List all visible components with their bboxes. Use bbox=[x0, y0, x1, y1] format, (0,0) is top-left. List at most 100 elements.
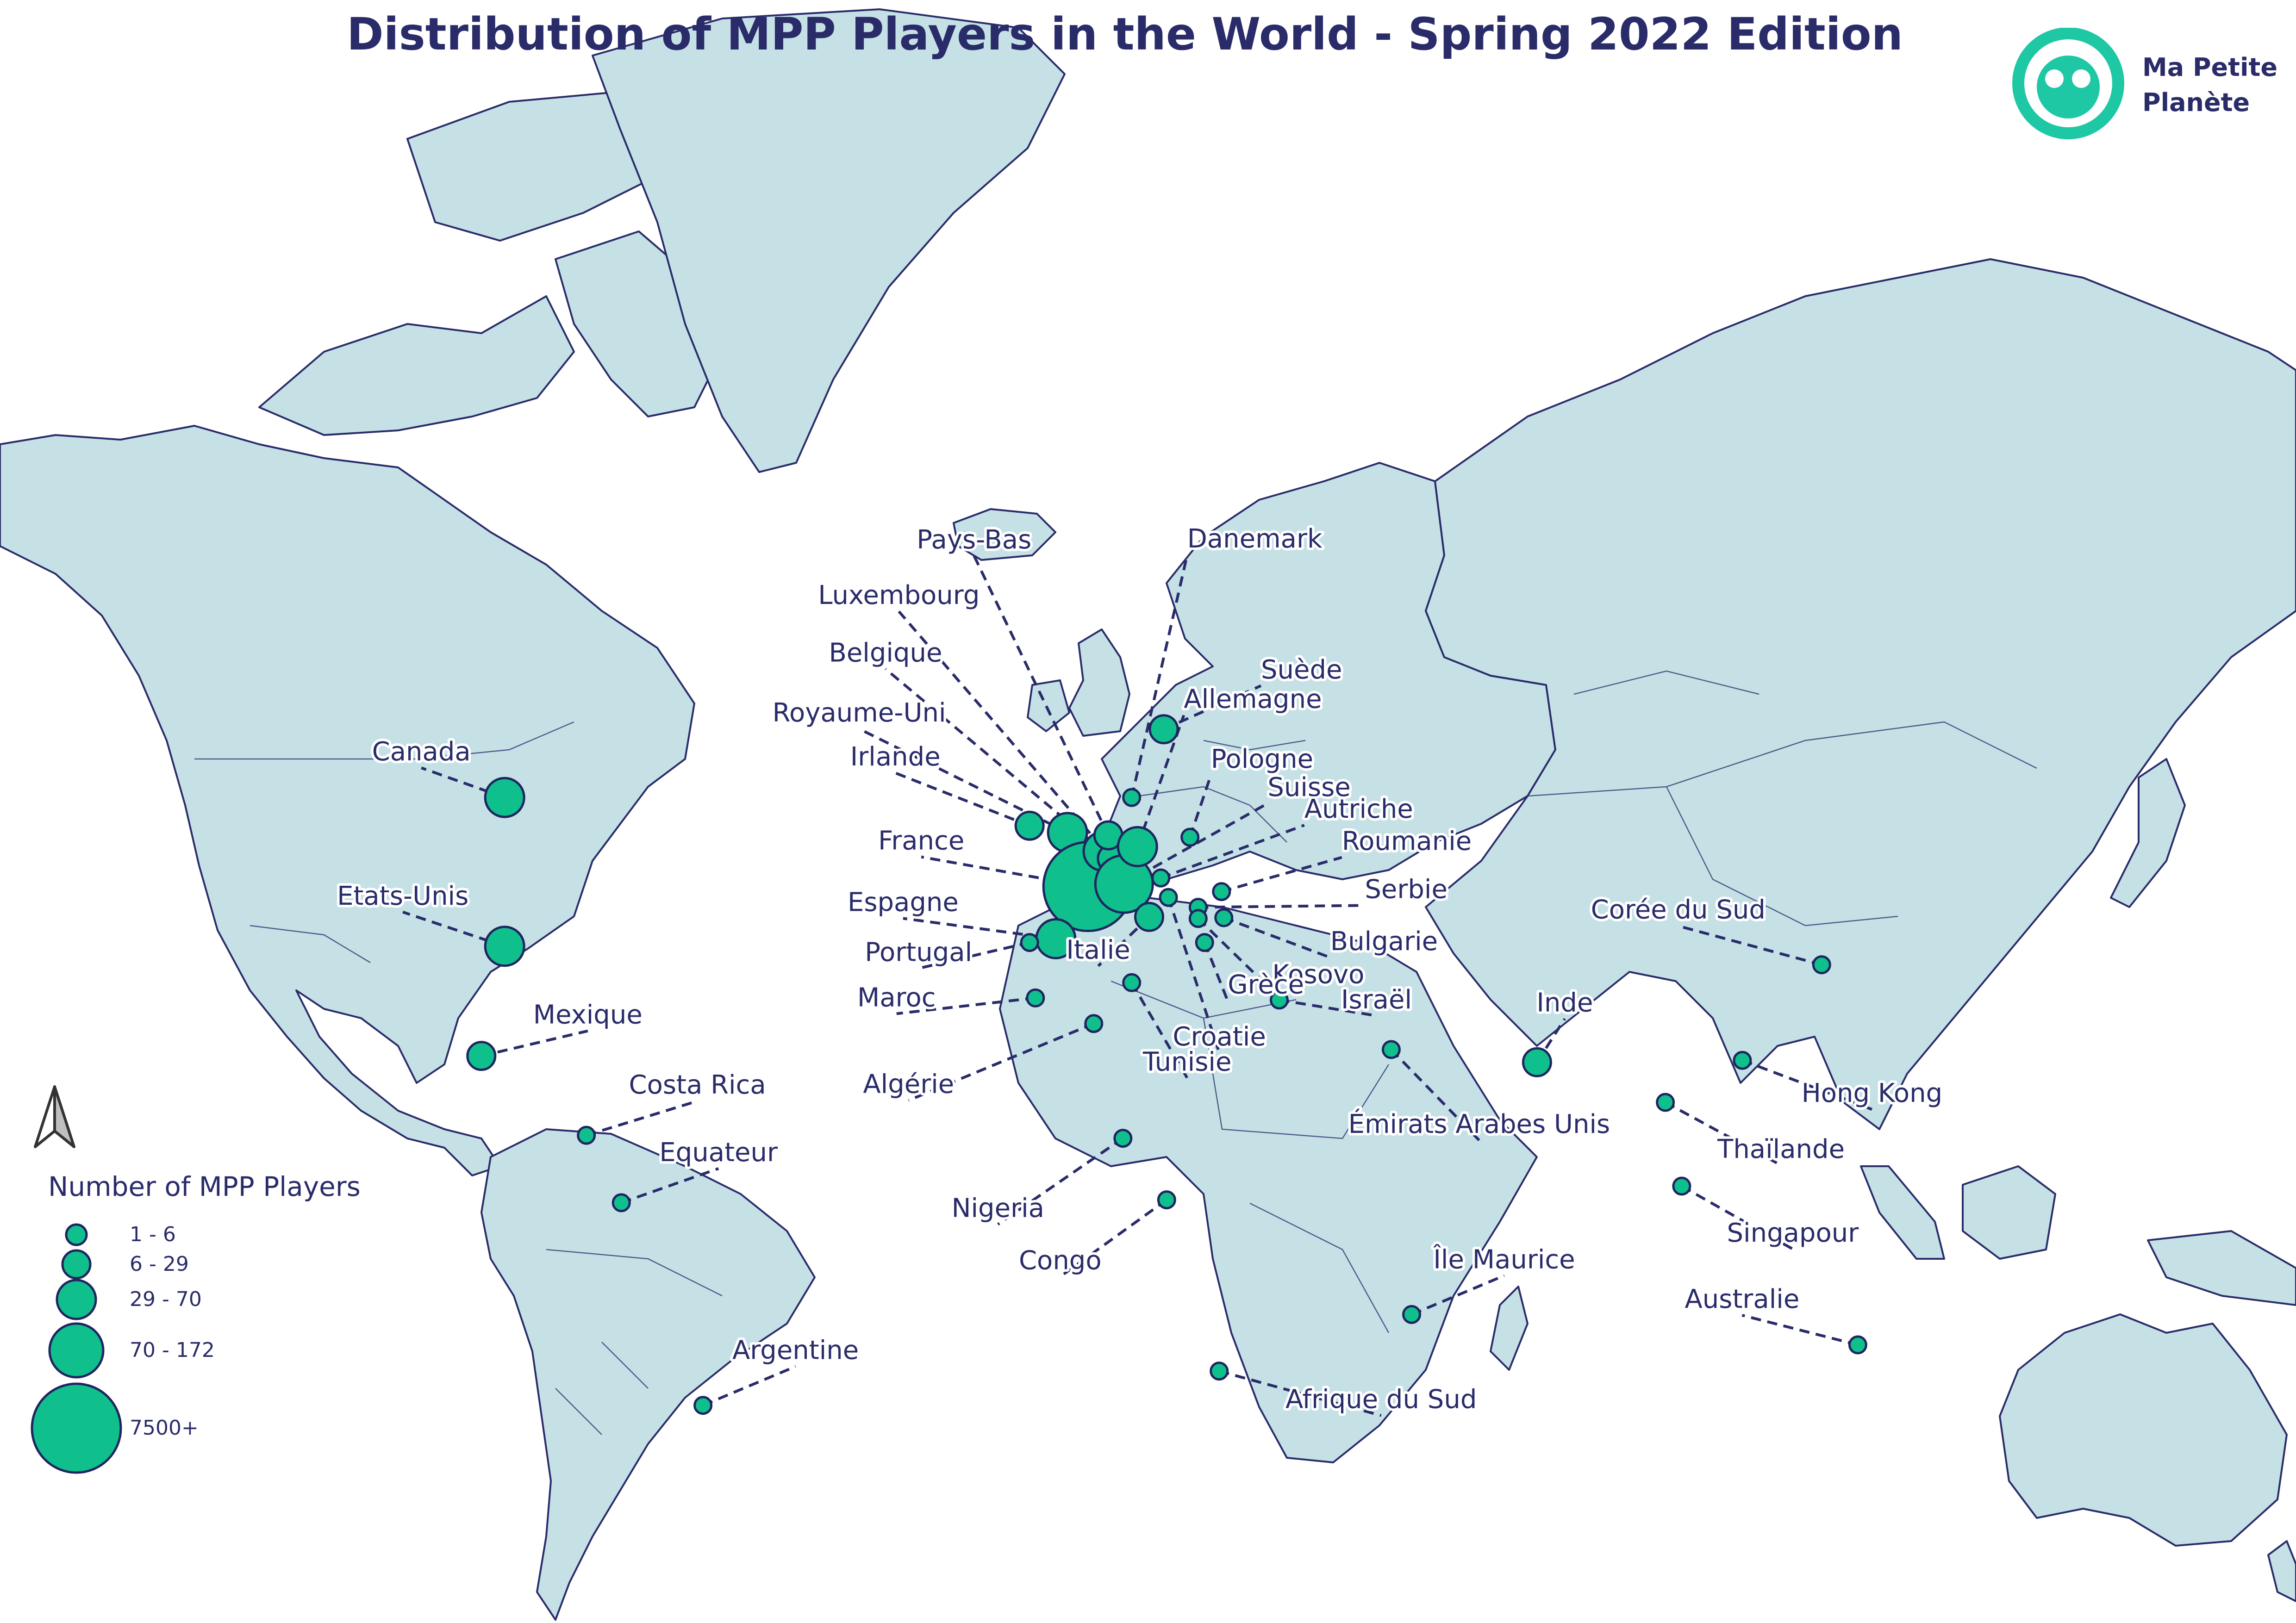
marker-bulgarie[interactable] bbox=[1214, 908, 1234, 927]
marker-ile-maurice[interactable] bbox=[1402, 1305, 1421, 1324]
marker-italie[interactable] bbox=[1134, 902, 1164, 932]
leader-line-singapour bbox=[1681, 1185, 1794, 1250]
madagascar-landmass bbox=[1490, 1286, 1529, 1371]
marker-canada[interactable] bbox=[484, 777, 525, 818]
marker-croatie[interactable] bbox=[1159, 888, 1178, 907]
south-america-landmass bbox=[480, 1128, 816, 1621]
marker-danemark[interactable] bbox=[1122, 788, 1142, 807]
marker-australie[interactable] bbox=[1848, 1335, 1867, 1355]
leader-line-suede bbox=[1163, 684, 1262, 731]
iceland-landmass bbox=[953, 508, 1056, 561]
legend-symbol-2 bbox=[56, 1279, 97, 1320]
label-belgique: Belgique bbox=[829, 638, 942, 668]
leader-line-pologne bbox=[1188, 775, 1212, 838]
leader-line-argentine bbox=[702, 1365, 796, 1407]
africa-borders bbox=[1111, 980, 1390, 1333]
leader-line-emirats-arabes-unis bbox=[1390, 1048, 1480, 1141]
marker-tunisie[interactable] bbox=[1122, 973, 1142, 992]
marker-suede[interactable] bbox=[1148, 714, 1179, 745]
africa-landmass bbox=[999, 897, 1538, 1463]
sumatra-landmass bbox=[1860, 1165, 1945, 1260]
marker-congo[interactable] bbox=[1157, 1190, 1176, 1210]
marker-singapour[interactable] bbox=[1672, 1176, 1691, 1196]
borneo-landmass bbox=[1962, 1165, 2056, 1260]
legend-label-0: 1 - 6 bbox=[130, 1223, 176, 1246]
leader-line-equateur bbox=[621, 1167, 719, 1204]
marker-hong-kong[interactable] bbox=[1733, 1051, 1752, 1070]
marker-thailande[interactable] bbox=[1656, 1093, 1675, 1112]
marker-kosovo[interactable] bbox=[1188, 909, 1208, 928]
brand-name-line-2: Planète bbox=[2142, 88, 2250, 117]
leader-line-congo bbox=[1059, 1199, 1168, 1278]
leader-line-costa-rica bbox=[586, 1100, 698, 1137]
label-croatie: Croatie bbox=[1173, 1022, 1266, 1052]
country-borders bbox=[194, 670, 2037, 1435]
leader-line-portugal bbox=[918, 941, 1030, 970]
marker-algerie[interactable] bbox=[1084, 1014, 1104, 1033]
leader-line-bulgarie bbox=[1223, 916, 1331, 959]
label-grece: Grèce bbox=[1228, 970, 1304, 1000]
leader-line-serbie bbox=[1198, 904, 1365, 909]
marker-portugal[interactable] bbox=[1020, 933, 1039, 952]
australia-landmass bbox=[1999, 1313, 2288, 1547]
label-irlande: Irlande bbox=[850, 742, 941, 772]
label-bulgarie: Bulgarie bbox=[1330, 927, 1438, 957]
label-hong-kong: Hong Kong bbox=[1802, 1078, 1942, 1108]
marker-irlande[interactable] bbox=[1014, 810, 1045, 841]
marker-allemagne[interactable] bbox=[1117, 826, 1158, 867]
marker-pologne[interactable] bbox=[1180, 827, 1200, 847]
country-labels: Canada Etats-Unis Mexique Costa Rica Equateu… bbox=[335, 522, 1945, 1417]
label-nigeria: Nigeria bbox=[952, 1194, 1044, 1224]
leader-line-roumanie bbox=[1221, 856, 1342, 893]
marker-emirats-arabes-unis[interactable] bbox=[1381, 1040, 1401, 1059]
leader-line-grece bbox=[1203, 942, 1229, 1001]
label-coree-du-sud: Corée du Sud bbox=[1591, 895, 1766, 925]
label-luxembourg: Luxembourg bbox=[818, 580, 980, 610]
marker-mexique[interactable] bbox=[466, 1041, 497, 1071]
label-mexique: Mexique bbox=[533, 1000, 643, 1030]
marker-costa-rica[interactable] bbox=[577, 1126, 596, 1145]
marker-coree-du-sud[interactable] bbox=[1812, 955, 1831, 975]
marker-equateur[interactable] bbox=[611, 1193, 631, 1213]
arctic-islands-landmass bbox=[258, 295, 575, 436]
legend-label-2: 29 - 70 bbox=[130, 1287, 202, 1311]
leader-line-italie bbox=[1097, 916, 1150, 967]
label-congo: Congo bbox=[1019, 1246, 1102, 1276]
brand-name: Ma Petite Planète bbox=[2142, 50, 2277, 120]
label-inde: Inde bbox=[1536, 988, 1593, 1018]
face-logo-icon bbox=[2012, 28, 2124, 139]
leader-line-afrique-du-sud bbox=[1218, 1369, 1382, 1417]
marker-inde[interactable] bbox=[1522, 1047, 1552, 1077]
leader-line-nigeria bbox=[997, 1137, 1124, 1226]
us-mexico-border bbox=[250, 925, 371, 964]
marker-roumanie[interactable] bbox=[1212, 882, 1231, 902]
asia-borders bbox=[1527, 670, 2037, 927]
marker-nigeria[interactable] bbox=[1113, 1129, 1133, 1148]
marker-argentine[interactable] bbox=[693, 1396, 713, 1415]
label-ile-maurice: Île Maurice bbox=[1433, 1244, 1575, 1275]
asia-landmass bbox=[1425, 258, 2296, 1130]
legend-label-1: 6 - 29 bbox=[130, 1252, 189, 1276]
label-royaume-uni: Royaume-Uni bbox=[773, 698, 946, 728]
ireland-landmass bbox=[1027, 679, 1070, 732]
marker-afrique-du-sud[interactable] bbox=[1210, 1362, 1229, 1381]
label-algerie: Algérie bbox=[863, 1070, 954, 1100]
label-costa-rica: Costa Rica bbox=[629, 1070, 766, 1100]
leader-lines bbox=[402, 554, 1872, 1417]
marker-etats-unis[interactable] bbox=[484, 926, 525, 967]
label-roumanie: Roumanie bbox=[1342, 827, 1472, 857]
leader-line-belgique bbox=[885, 668, 1104, 852]
leader-line-canada bbox=[421, 766, 505, 799]
leader-line-irlande bbox=[895, 771, 1030, 827]
label-suede: Suède bbox=[1261, 655, 1342, 685]
marker-maroc[interactable] bbox=[1026, 988, 1045, 1007]
label-australie: Australie bbox=[1685, 1284, 1799, 1314]
legend-symbol-4 bbox=[31, 1382, 122, 1474]
marker-israel[interactable] bbox=[1269, 990, 1289, 1010]
leader-line-autriche bbox=[1160, 824, 1305, 879]
marker-autriche[interactable] bbox=[1151, 868, 1171, 888]
marker-grece[interactable] bbox=[1195, 933, 1214, 952]
leader-line-france bbox=[921, 855, 1088, 888]
leader-line-algerie bbox=[908, 1022, 1094, 1102]
legend-title: Number of MPP Players bbox=[48, 1171, 361, 1202]
